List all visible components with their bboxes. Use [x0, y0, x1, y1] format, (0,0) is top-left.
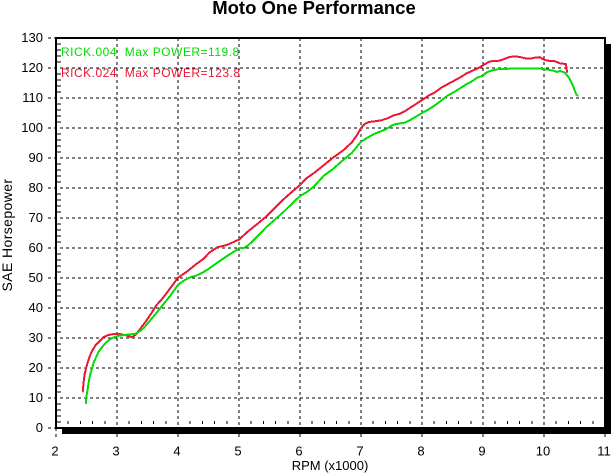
svg-text:90: 90: [29, 150, 43, 165]
svg-text:30: 30: [29, 330, 43, 345]
svg-text:7: 7: [356, 444, 363, 459]
svg-text:100: 100: [21, 120, 43, 135]
svg-text:11: 11: [597, 444, 611, 459]
svg-text:70: 70: [29, 210, 43, 225]
svg-text:Moto One Performance: Moto One Performance: [212, 0, 416, 18]
svg-text:SAE Horsepower: SAE Horsepower: [0, 179, 15, 292]
svg-text:RICK.024 Max POWER=123.8: RICK.024 Max POWER=123.8: [61, 66, 241, 80]
svg-text:4: 4: [173, 444, 180, 459]
svg-text:120: 120: [21, 60, 43, 75]
svg-text:20: 20: [29, 360, 43, 375]
svg-text:3: 3: [112, 444, 119, 459]
svg-text:110: 110: [22, 90, 43, 105]
svg-text:80: 80: [29, 180, 43, 195]
svg-text:RICK.004 Max POWER=119.8: RICK.004 Max POWER=119.8: [61, 45, 240, 59]
svg-text:9: 9: [478, 444, 485, 459]
svg-text:6: 6: [295, 444, 302, 459]
svg-text:130: 130: [21, 30, 43, 45]
svg-text:40: 40: [29, 300, 43, 315]
svg-text:10: 10: [29, 390, 43, 405]
svg-text:50: 50: [29, 270, 43, 285]
svg-text:5: 5: [234, 444, 241, 459]
svg-text:0: 0: [36, 420, 43, 435]
svg-text:10: 10: [536, 444, 550, 459]
svg-text:60: 60: [29, 240, 43, 255]
svg-text:8: 8: [417, 444, 424, 459]
svg-text:2: 2: [51, 444, 58, 459]
svg-text:RPM (x1000): RPM (x1000): [292, 458, 369, 473]
